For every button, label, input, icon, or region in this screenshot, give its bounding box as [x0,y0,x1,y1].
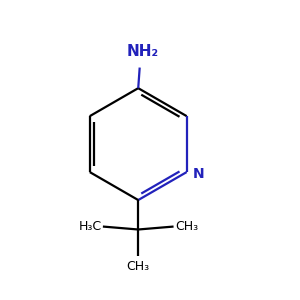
Text: N: N [193,167,205,181]
Text: CH₃: CH₃ [127,260,150,273]
Text: NH₂: NH₂ [127,44,159,59]
Text: H₃C: H₃C [78,220,101,233]
Text: CH₃: CH₃ [175,220,198,233]
